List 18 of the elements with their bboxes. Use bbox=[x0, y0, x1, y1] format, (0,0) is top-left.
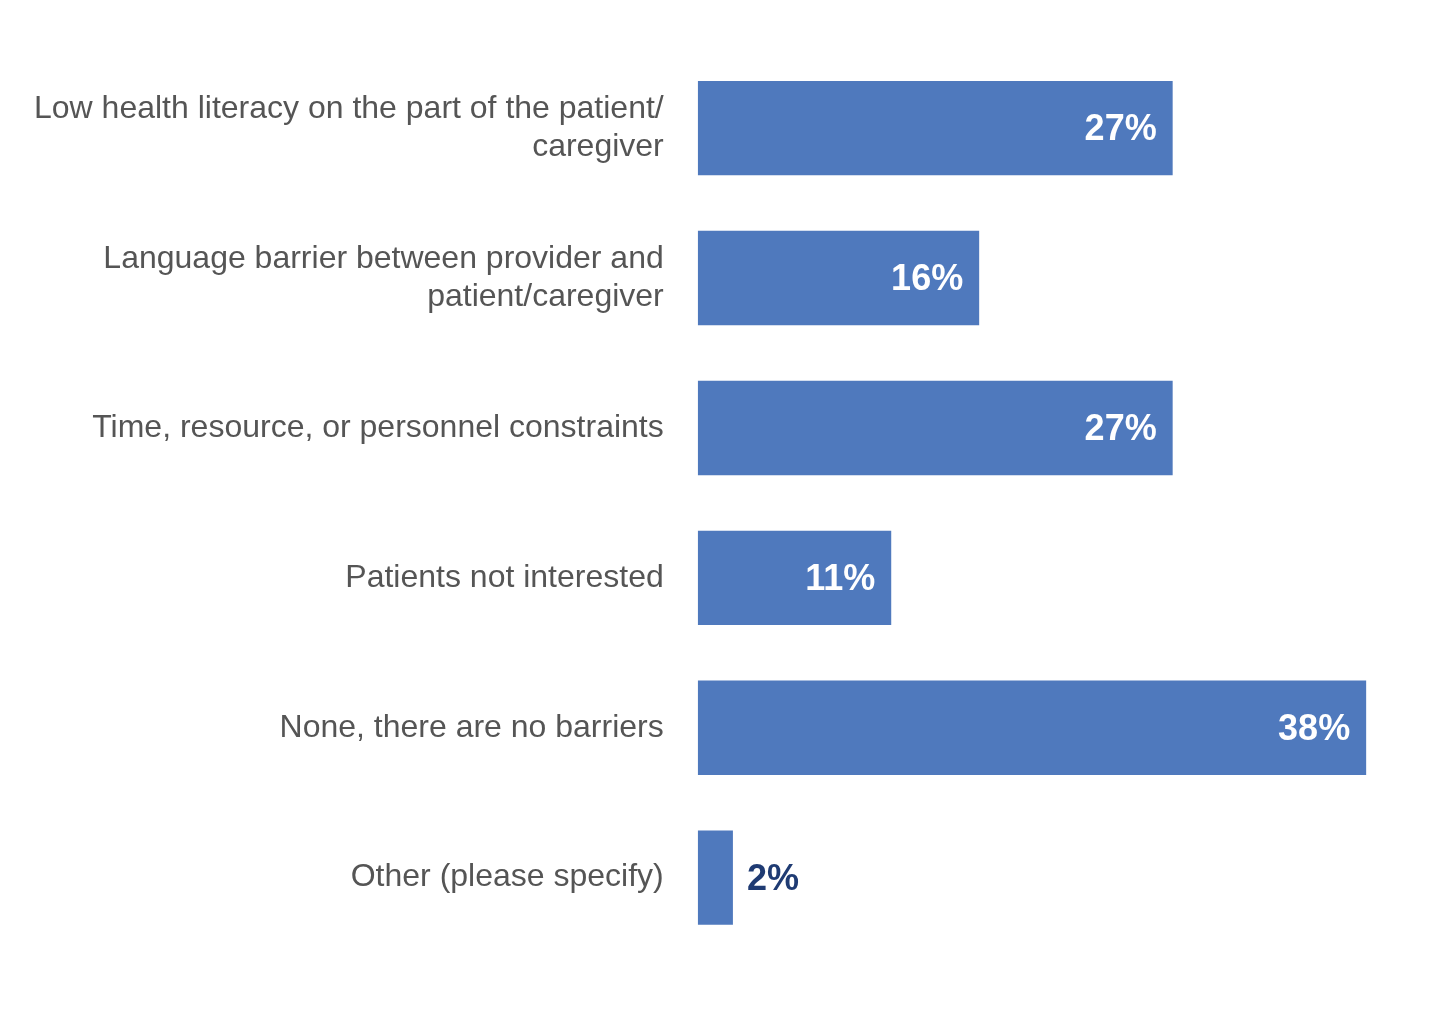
bar bbox=[697, 380, 1173, 476]
bar bbox=[697, 680, 1367, 775]
data-label: 2% bbox=[746, 856, 799, 898]
y-tick-label: Language barrier between provider and patient/caregiver bbox=[103, 238, 665, 314]
data-label: 38% bbox=[1278, 706, 1351, 748]
bar bbox=[697, 830, 733, 925]
bar bbox=[697, 530, 892, 626]
data-label: 16% bbox=[891, 256, 964, 298]
data-label: 27% bbox=[1084, 107, 1157, 149]
bar bbox=[697, 230, 980, 326]
y-tick-label: Other (please specify) bbox=[350, 857, 664, 894]
data-label: 11% bbox=[805, 556, 876, 598]
y-tick-label: None, there are no barriers bbox=[279, 707, 664, 744]
y-tick-label: Low health literacy on the part of the patient/ caregiver bbox=[34, 88, 665, 164]
bar bbox=[697, 80, 1173, 176]
data-label: 27% bbox=[1084, 406, 1157, 448]
y-tick-label: Patients not interested bbox=[345, 557, 664, 594]
y-tick-label: Time, resource, or personnel constraints bbox=[92, 407, 664, 444]
